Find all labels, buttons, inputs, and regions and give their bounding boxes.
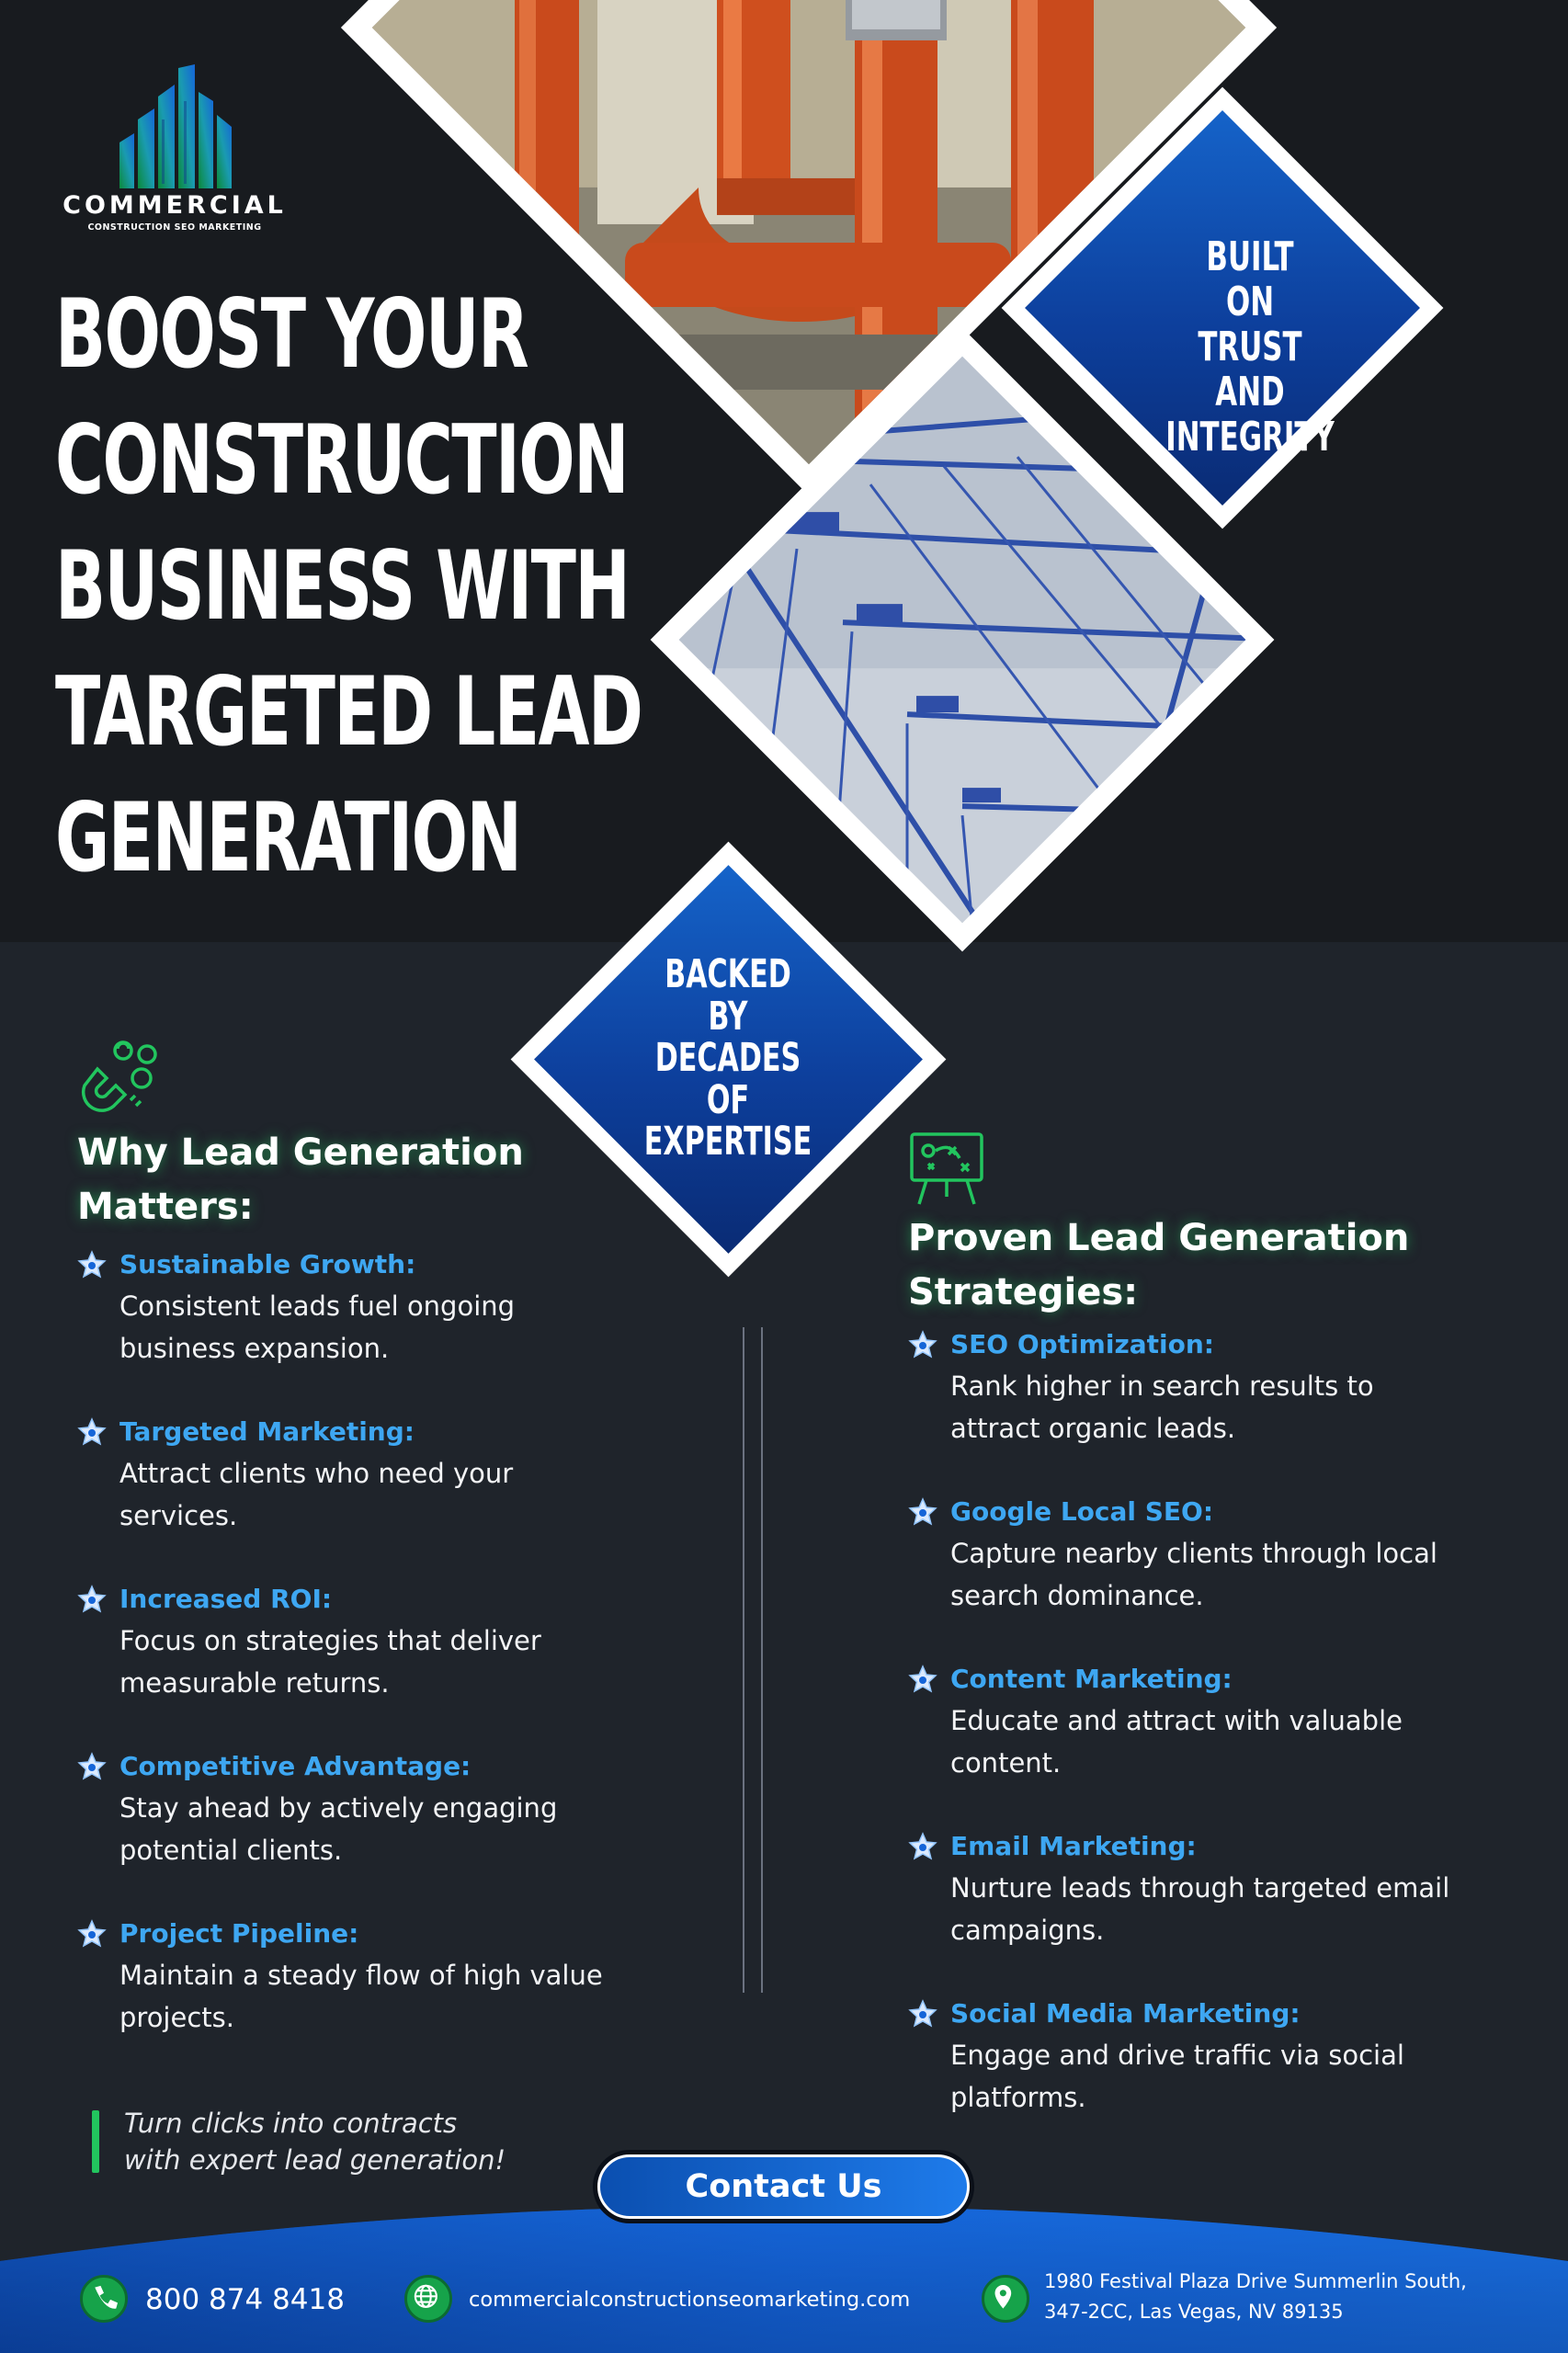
item-label: Content Marketing: xyxy=(950,1664,1233,1694)
brand-logo: COMMERCIAL CONSTRUCTION SEO MARKETING xyxy=(55,64,294,239)
why-list-item: Project Pipeline: Maintain a steady flow … xyxy=(77,1914,647,2081)
address-line: 1980 Festival Plaza Drive Summerlin Sout… xyxy=(1044,2270,1467,2292)
star-bullet-icon xyxy=(77,1585,107,1613)
footer-band xyxy=(0,2206,1568,2353)
expertise-badge-line: BACKED xyxy=(665,951,791,997)
item-label: Project Pipeline: xyxy=(119,1918,359,1949)
star-bullet-icon xyxy=(908,1999,937,2028)
star-bullet-icon xyxy=(908,1665,937,1693)
footer-phone[interactable]: 800 874 8418 xyxy=(145,2283,345,2316)
trust-badge-line: ON xyxy=(1225,278,1275,325)
expertise-badge-line: EXPERTISE xyxy=(643,1119,812,1165)
expertise-badge-line: OF xyxy=(706,1076,750,1123)
why-section-title: Why Lead Generation Matters: xyxy=(77,1126,629,1234)
footer-website[interactable]: commercialconstructionseomarketing.com xyxy=(469,2288,911,2312)
quote-accent-bar xyxy=(92,2110,99,2173)
item-description: Educate and attract with valuable conten… xyxy=(950,1705,1403,1779)
item-label: Competitive Advantage: xyxy=(119,1751,472,1781)
strategy-list-item: SEO Optimization: Rank higher in search r… xyxy=(908,1324,1515,1492)
expertise-badge-line: BY xyxy=(708,993,748,1040)
location-pin-icon xyxy=(982,2275,1029,2323)
item-description: Rank higher in search results to attract… xyxy=(950,1370,1374,1444)
item-description: Engage and drive traffic via social plat… xyxy=(950,2040,1404,2113)
why-list-item: Increased ROI: Focus on strategies that d… xyxy=(77,1579,647,1746)
star-bullet-icon xyxy=(77,1417,107,1446)
item-description: Stay ahead by actively engaging potentia… xyxy=(119,1792,558,1866)
why-list-item: Sustainable Growth: Consistent leads fuel… xyxy=(77,1245,647,1412)
quote-line: Turn clicks into contracts xyxy=(124,2108,458,2139)
strategies-list: SEO Optimization: Rank higher in search r… xyxy=(908,1324,1515,2161)
item-label: Google Local SEO: xyxy=(950,1496,1214,1527)
why-list: Sustainable Growth: Consistent leads fuel… xyxy=(77,1245,647,2081)
item-description: Consistent leads fuel ongoing business e… xyxy=(119,1290,516,1364)
strategies-title-line: Strategies: xyxy=(908,1271,1139,1313)
headline-line: BOOST YOUR xyxy=(55,279,529,390)
expertise-badge-text: BACKED BY DECADES OF EXPERTISE xyxy=(618,951,838,1165)
magnet-people-icon xyxy=(81,1040,157,1112)
quote-line: with expert lead generation! xyxy=(124,2144,506,2176)
item-description: Attract clients who need your services. xyxy=(119,1458,514,1531)
why-list-item: Competitive Advantage: Stay ahead by acti… xyxy=(77,1746,647,1914)
contact-us-button[interactable]: Contact Us xyxy=(593,2150,974,2223)
trust-badge-line: TRUST xyxy=(1198,324,1302,370)
item-label: Sustainable Growth: xyxy=(119,1249,416,1279)
trust-badge-line: BUILT xyxy=(1206,233,1294,280)
item-label: SEO Optimization: xyxy=(950,1329,1214,1359)
why-list-item: Targeted Marketing: Attract clients who n… xyxy=(77,1412,647,1579)
star-bullet-icon xyxy=(77,1752,107,1780)
star-bullet-icon xyxy=(77,1250,107,1279)
headline-line: GENERATION xyxy=(55,783,522,893)
tagline-quote: Turn clicks into contracts with expert l… xyxy=(124,2105,565,2178)
brand-name: COMMERCIAL xyxy=(62,191,287,220)
why-title-line: Matters: xyxy=(77,1186,254,1228)
star-bullet-icon xyxy=(77,1919,107,1948)
address-line: 347-2CC, Las Vegas, NV 89135 xyxy=(1044,2301,1344,2323)
strategy-list-item: Email Marketing: Nurture leads through ta… xyxy=(908,1826,1515,1994)
headline-line: CONSTRUCTION xyxy=(55,405,630,516)
item-description: Focus on strategies that deliver measura… xyxy=(119,1625,541,1699)
brand-tagline: CONSTRUCTION SEO MARKETING xyxy=(87,222,262,233)
item-description: Nurture leads through targeted email cam… xyxy=(950,1872,1450,1946)
footer-address: 1980 Festival Plaza Drive Summerlin Sout… xyxy=(1044,2267,1559,2327)
phone-icon xyxy=(80,2275,128,2323)
headline-line: TARGETED LEAD xyxy=(55,657,643,767)
item-description: Maintain a steady flow of high value pro… xyxy=(119,1960,603,2033)
strategy-list-item: Social Media Marketing: Engage and drive … xyxy=(908,1994,1515,2161)
item-label: Email Marketing: xyxy=(950,1831,1197,1861)
hero-headline: BOOST YOUR CONSTRUCTION BUSINESS WITH TA… xyxy=(55,272,643,902)
strategy-board-icon xyxy=(910,1132,983,1205)
globe-icon xyxy=(404,2275,452,2323)
star-bullet-icon xyxy=(908,1497,937,1526)
trust-badge-text: BUILT ON TRUST AND INTEGRITY xyxy=(1140,234,1360,460)
star-bullet-icon xyxy=(908,1832,937,1860)
strategies-title-line: Proven Lead Generation xyxy=(908,1217,1410,1259)
item-label: Social Media Marketing: xyxy=(950,1998,1301,2029)
trust-badge-line: INTEGRITY xyxy=(1165,414,1335,460)
item-label: Targeted Marketing: xyxy=(119,1416,415,1447)
headline-line: BUSINESS WITH xyxy=(55,531,631,642)
strategy-list-item: Content Marketing: Educate and attract wi… xyxy=(908,1659,1515,1826)
contact-us-label: Contact Us xyxy=(597,2154,970,2219)
building-logo-icon xyxy=(119,64,232,188)
expertise-badge-line: DECADES xyxy=(654,1035,801,1081)
why-title-line: Why Lead Generation xyxy=(77,1131,524,1174)
trust-badge-line: AND xyxy=(1215,369,1285,415)
star-bullet-icon xyxy=(908,1330,937,1358)
strategy-list-item: Google Local SEO: Capture nearby clients … xyxy=(908,1492,1515,1659)
item-description: Capture nearby clients through local sea… xyxy=(950,1538,1437,1611)
item-label: Increased ROI: xyxy=(119,1584,333,1614)
strategies-section-title: Proven Lead Generation Strategies: xyxy=(908,1211,1506,1320)
section-divider xyxy=(743,1327,763,1993)
